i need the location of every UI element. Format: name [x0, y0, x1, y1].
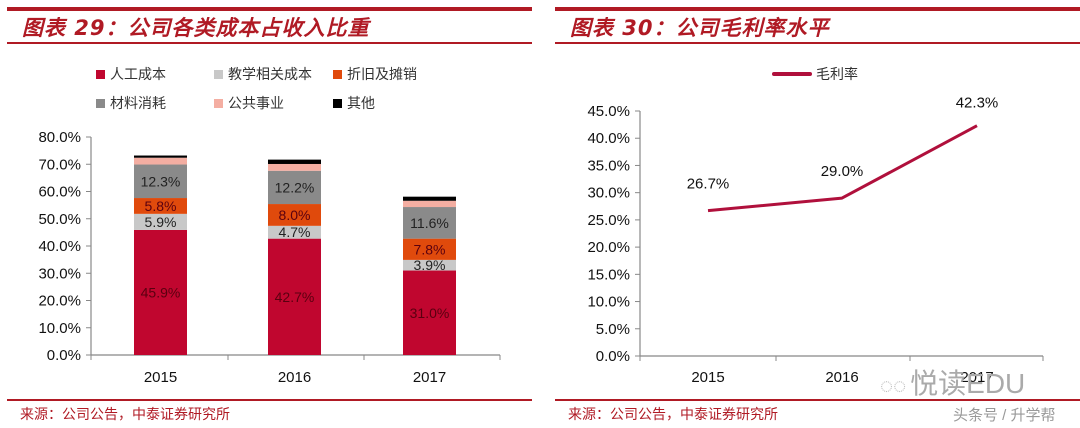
svg-text:7.8%: 7.8% [414, 241, 446, 257]
svg-text:50.0%: 50.0% [38, 211, 81, 228]
legend-swatch-icon [333, 69, 342, 79]
bar-segment [268, 238, 321, 355]
svg-text:31.0%: 31.0% [410, 305, 450, 321]
title-bottom-rule [555, 42, 1080, 44]
bar-segment [268, 204, 321, 226]
bar-segment [134, 229, 187, 355]
legend-swatch-icon [214, 98, 223, 108]
svg-text:26.7%: 26.7% [687, 176, 730, 193]
svg-text:42.7%: 42.7% [275, 289, 315, 305]
svg-text:8.0%: 8.0% [279, 207, 311, 223]
svg-text:30.0%: 30.0% [587, 185, 630, 202]
svg-text:80.0%: 80.0% [38, 129, 81, 146]
legend-label: 人工成本 [110, 67, 166, 83]
left-chart-panel: 图表 29：公司各类成本占收入比重 人工成本 教学相关成本 折旧及摊销材料消耗 公共事… [7, 7, 532, 423]
svg-text:2017: 2017 [960, 369, 993, 386]
svg-text:2015: 2015 [144, 369, 177, 386]
svg-text:5.8%: 5.8% [145, 198, 177, 214]
svg-text:2016: 2016 [825, 369, 858, 386]
legend-label: 材料消耗 [110, 96, 166, 112]
right-chart-panel: 图表 30：公司毛利率水平 毛利率 0.0% 5.0% 10.0% 15.0% 20.0… [540, 0, 1080, 428]
svg-text:5.9%: 5.9% [145, 214, 177, 230]
svg-text:60.0%: 60.0% [38, 184, 81, 201]
title-bottom-rule [7, 42, 532, 44]
title-top-rule [555, 7, 1080, 11]
source-rule [7, 399, 532, 401]
chart-29-title: 图表 29：公司各类成本占收入比重 [22, 16, 370, 40]
bar-segment [403, 270, 456, 355]
svg-text:70.0%: 70.0% [38, 156, 81, 173]
wechat-icon: ◌◌ [880, 373, 907, 398]
chart-30-title: 图表 30：公司毛利率水平 [570, 16, 830, 40]
legend-label: 教学相关成本 [228, 67, 312, 83]
legend-swatch-icon [333, 98, 342, 108]
bar-segment [403, 200, 456, 208]
svg-text:40.0%: 40.0% [587, 130, 630, 147]
line-chart: 0.0% 5.0% 10.0% 15.0% 20.0% 25.0% 30.0% 35.0% 40… [587, 95, 1044, 386]
svg-text:10.0%: 10.0% [587, 294, 630, 311]
svg-text:5.0%: 5.0% [596, 321, 630, 338]
legend-item: 折旧及摊销 [333, 64, 417, 84]
bar-segment [134, 164, 187, 199]
bar-segment [268, 159, 321, 164]
legend-swatch-icon [214, 69, 223, 79]
title-top-rule [7, 7, 532, 11]
legend-item: 教学相关成本 [214, 64, 312, 84]
bar-segment [403, 207, 456, 239]
svg-text:25.0%: 25.0% [587, 212, 630, 229]
legend-label: 折旧及摊销 [347, 67, 417, 83]
source-rule [555, 399, 1080, 401]
svg-text:45.0%: 45.0% [587, 103, 630, 120]
bar-segment [403, 259, 456, 271]
bar-segment [268, 225, 321, 239]
svg-text:20.0%: 20.0% [38, 293, 81, 310]
svg-text:0.0%: 0.0% [596, 348, 630, 365]
svg-text:2016: 2016 [278, 369, 311, 386]
bar-segment [268, 163, 321, 171]
line-swatch-icon [772, 72, 812, 76]
svg-text:15.0%: 15.0% [587, 266, 630, 283]
legend-label: 毛利率 [816, 67, 858, 83]
bar-segment [403, 238, 456, 260]
watermark-brand: ◌◌ 悦读EDU [880, 368, 1026, 399]
svg-text:10.0%: 10.0% [38, 320, 81, 337]
svg-text:11.6%: 11.6% [410, 215, 449, 231]
bar-segment [134, 198, 187, 214]
svg-text:3.9%: 3.9% [414, 257, 446, 273]
bar-segment [134, 213, 187, 230]
svg-text:2017: 2017 [413, 369, 446, 386]
legend-item: 其他 [333, 93, 375, 113]
svg-text:12.2%: 12.2% [275, 179, 315, 195]
bar-segment [134, 155, 187, 158]
gross-margin-line [707, 124, 978, 213]
legend-item: 公共事业 [214, 93, 284, 113]
svg-text:29.0%: 29.0% [821, 163, 864, 180]
bar-segment [403, 196, 456, 201]
stacked-bar-chart: 0.0% 10.0% 20.0% 30.0% 40.0% 50.0% 60.0% 70.0% 8… [38, 129, 501, 386]
svg-text:42.3%: 42.3% [956, 95, 999, 112]
svg-text:20.0%: 20.0% [587, 239, 630, 256]
bar-segment [134, 157, 187, 165]
legend-label: 其他 [347, 96, 375, 112]
svg-text:45.9%: 45.9% [141, 284, 181, 300]
legend-label: 公共事业 [228, 96, 284, 112]
watermark-sub: 头条号 / 升学帮 [953, 407, 1056, 424]
legend-item: 材料消耗 [96, 93, 166, 113]
legend-item: 人工成本 [96, 64, 166, 84]
svg-text:0.0%: 0.0% [47, 347, 81, 364]
svg-text:35.0%: 35.0% [587, 157, 630, 174]
legend-swatch-icon [96, 98, 105, 108]
svg-text:40.0%: 40.0% [38, 238, 81, 255]
legend-gross-margin: 毛利率 [772, 64, 858, 84]
right-source-note: 来源：公司公告，中泰证券研究所 [568, 407, 778, 423]
svg-text:12.3%: 12.3% [141, 173, 181, 189]
svg-text:4.7%: 4.7% [279, 224, 311, 240]
legend-swatch-icon [96, 69, 105, 79]
svg-text:30.0%: 30.0% [38, 265, 81, 282]
svg-text:2015: 2015 [691, 369, 724, 386]
bar-segment [268, 170, 321, 205]
left-source-note: 来源：公司公告，中泰证券研究所 [20, 407, 230, 423]
